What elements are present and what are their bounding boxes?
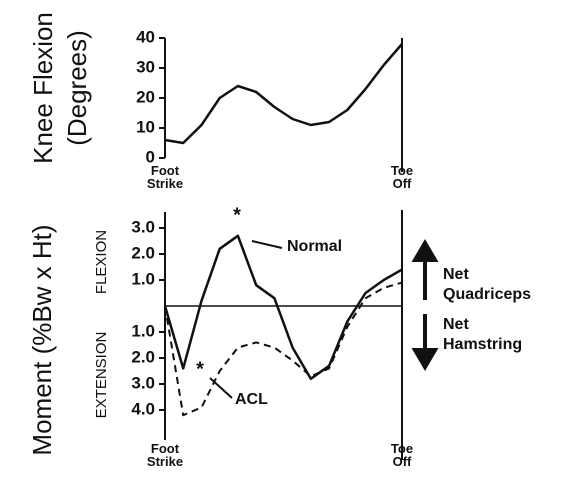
arrow-up-head (411, 239, 439, 262)
y-tick-label: 30 (136, 57, 155, 76)
y-tick-label: 2.0 (131, 243, 155, 262)
arrow-down-head (411, 348, 439, 371)
y-tick-label: 10 (136, 117, 155, 136)
y-tick-label: 2.0 (131, 347, 155, 366)
annotation: Net Hamstring (443, 316, 522, 353)
y-tick-label: 1.0 (131, 269, 155, 288)
acl-pointer (209, 377, 233, 399)
y-axis-label: Knee Flexion (28, 12, 58, 164)
y-tick-label: 20 (136, 87, 155, 106)
y-axis-label: Moment (%Bw x Ht) (27, 224, 57, 455)
x-tick-label: Toe Off (391, 441, 413, 469)
region-label: FLEXION (93, 230, 110, 294)
y-tick-label: 40 (136, 27, 155, 46)
y-tick-label: 0 (146, 147, 155, 166)
y-tick-label: 3.0 (131, 373, 155, 392)
annotation-star: * (196, 358, 204, 380)
y-tick-label: 1.0 (131, 321, 155, 340)
series-line (164, 281, 403, 417)
region-label: EXTENSION (93, 332, 110, 419)
y-tick-label: 4.0 (131, 399, 155, 418)
normal-pointer (251, 240, 283, 249)
series-label: Normal (287, 238, 342, 255)
annotation: Net Quadriceps (443, 266, 531, 303)
x-tick-label: Foot Strike (147, 441, 183, 469)
arrows (411, 239, 439, 371)
x-tick-label: Foot Strike (147, 163, 183, 191)
series-line (164, 43, 403, 145)
series-line (163, 234, 403, 381)
y-axis-label: (Degrees) (62, 30, 92, 146)
annotation-star: * (233, 204, 241, 226)
y-tick-label: 3.0 (131, 217, 155, 236)
x-tick-label: Toe Off (391, 163, 413, 191)
series-label: ACL (235, 391, 268, 408)
